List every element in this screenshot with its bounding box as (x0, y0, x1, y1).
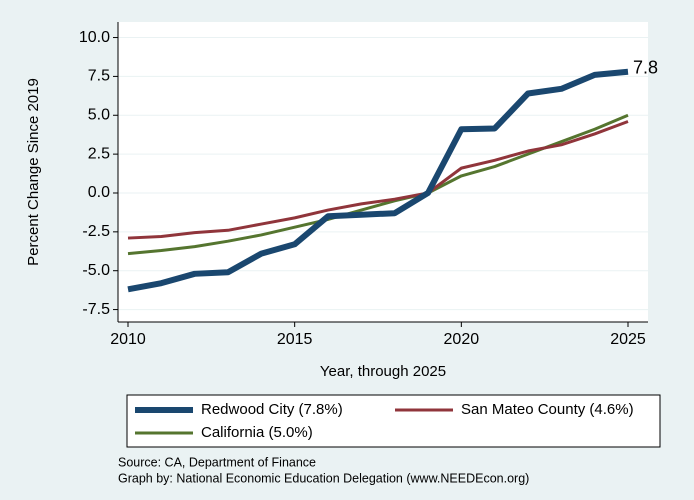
annotation: 7.8 (633, 57, 658, 77)
y-tick-label: 5.0 (88, 106, 110, 123)
x-tick-label: 2020 (444, 331, 480, 348)
x-axis-title: Year, through 2025 (320, 363, 446, 380)
x-tick-label: 2025 (610, 331, 646, 348)
source: Source: CA, Department of Finance (118, 455, 316, 469)
legend-label: Redwood City (7.8%) (201, 401, 343, 418)
legend-label: California (5.0%) (201, 424, 313, 441)
y-tick-label: -5.0 (82, 262, 110, 279)
y-tick-label: -7.5 (82, 301, 110, 318)
legend-box (126, 394, 661, 448)
series-line (127, 68, 629, 293)
y-axis-title: Percent Change Since 2019 (25, 78, 42, 266)
x-tick-label: 2010 (110, 331, 146, 348)
y-tick-label: -2.5 (82, 223, 110, 240)
plot-area (118, 22, 648, 322)
y-tick-label: 10.0 (79, 29, 110, 46)
y-tick-label: 2.5 (88, 145, 110, 162)
y-tick-label: 7.5 (88, 68, 110, 85)
credit: Graph by: National Economic Education De… (118, 471, 529, 485)
y-tick-label: 0.0 (88, 184, 110, 201)
legend-label: San Mateo County (4.6%) (461, 401, 634, 418)
series-line (127, 120, 629, 240)
x-tick-label: 2015 (277, 331, 313, 348)
